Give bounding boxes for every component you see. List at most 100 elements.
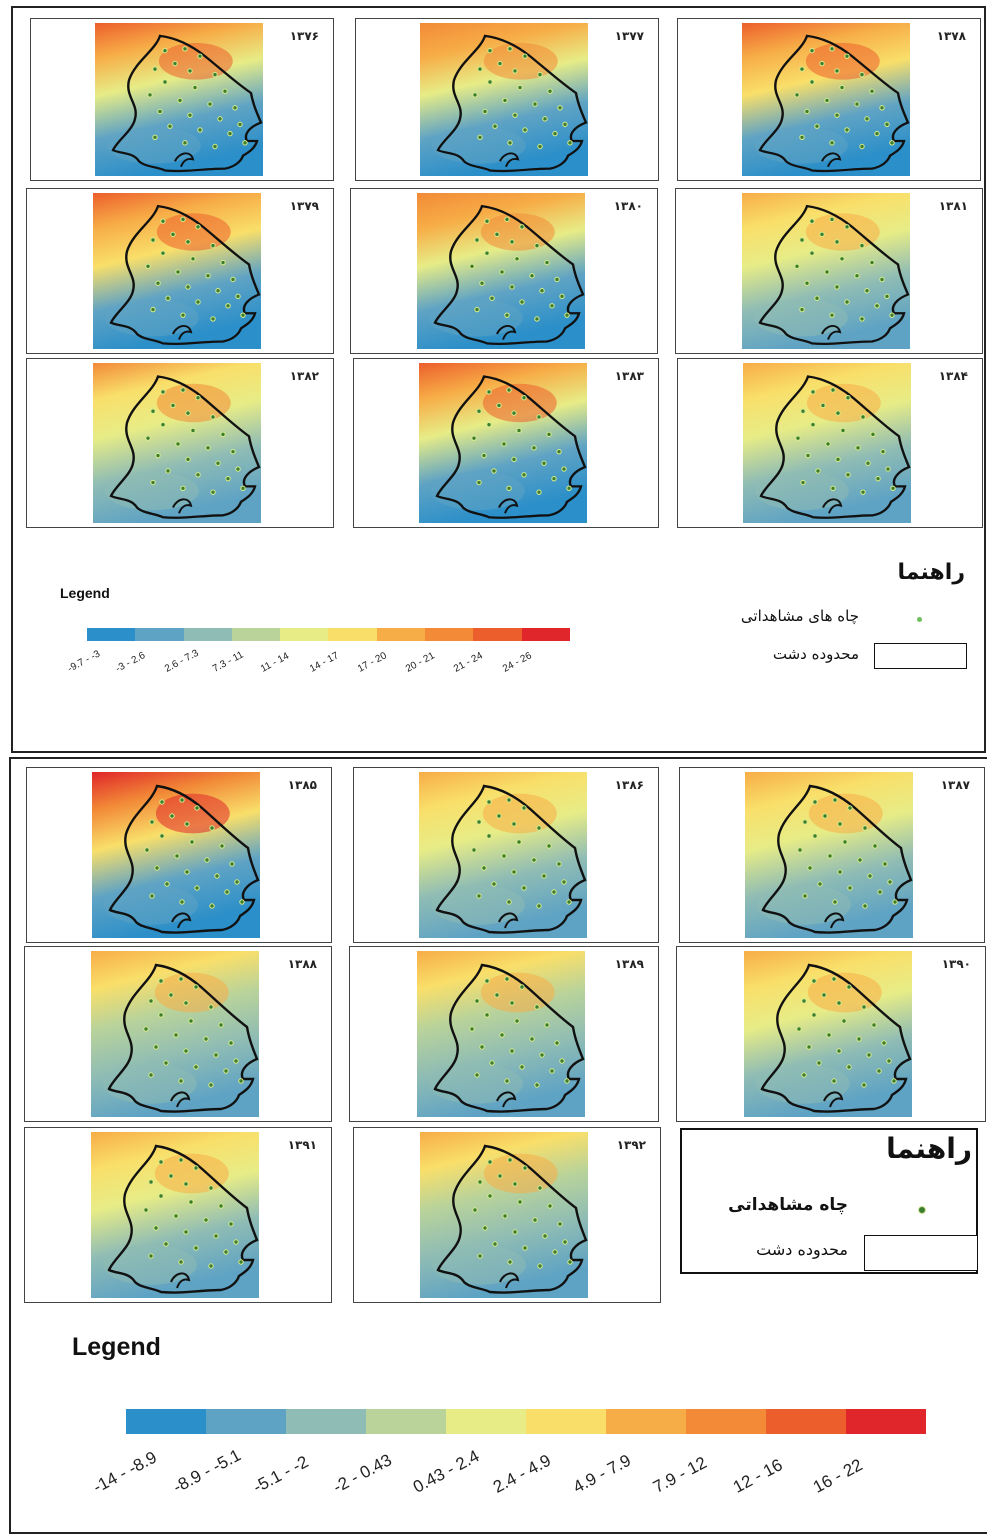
well-point <box>517 1199 523 1205</box>
well-point <box>482 108 488 115</box>
well-point <box>195 299 201 305</box>
plain-boundary <box>435 784 587 934</box>
well-point <box>537 1185 543 1191</box>
well-point <box>469 263 475 270</box>
map-year-label: ۱۳۸۳ <box>614 369 644 383</box>
well-point <box>215 460 221 466</box>
well-point <box>190 256 196 262</box>
well-point <box>812 833 818 839</box>
well-point <box>880 448 886 455</box>
well-point <box>522 53 528 59</box>
well-point <box>559 293 565 300</box>
well-point <box>173 1213 179 1219</box>
well-point <box>160 250 166 256</box>
plain-boundary <box>436 34 588 173</box>
well-point <box>183 1181 189 1187</box>
well-point <box>502 97 508 104</box>
well-point <box>884 121 890 128</box>
well-point <box>208 1004 214 1010</box>
well-point <box>209 903 215 909</box>
well-point <box>841 1018 847 1024</box>
well-point <box>877 889 883 895</box>
bottom-legend-title: Legend <box>72 1333 161 1361</box>
well-point <box>539 1052 545 1058</box>
well-point <box>195 472 201 478</box>
plain-boundary <box>759 375 911 519</box>
well-point <box>824 97 830 104</box>
well-point <box>208 1082 214 1088</box>
interpolated-map <box>420 23 588 176</box>
legend-swatch-7 <box>376 628 426 641</box>
well-point <box>237 121 243 128</box>
well-point <box>811 978 817 984</box>
plain-boundary <box>758 204 910 345</box>
well-point <box>150 408 156 414</box>
well-point <box>150 237 156 243</box>
bottom-legend-color-bar <box>126 1409 926 1434</box>
plain-boundary <box>111 34 263 173</box>
well-point <box>219 843 225 849</box>
well-point <box>489 1060 495 1066</box>
well-point <box>154 865 160 871</box>
well-point <box>866 1052 872 1058</box>
well-point <box>862 903 868 909</box>
well-point <box>836 1048 842 1054</box>
well-point <box>185 239 191 245</box>
well-point <box>212 71 218 78</box>
well-point <box>532 1217 538 1223</box>
well-point <box>188 1199 194 1205</box>
top-key-boundary-swatch <box>874 643 967 669</box>
map-year-label: ۱۳۸۰ <box>613 199 643 213</box>
well-point <box>228 1221 234 1227</box>
map-year-label: ۱۳۸۶ <box>614 778 644 792</box>
well-point <box>516 427 522 434</box>
well-point <box>487 1193 493 1199</box>
well-point <box>802 893 808 899</box>
well-point <box>148 1072 154 1078</box>
well-point <box>228 1040 234 1046</box>
legend-swatch-8 <box>425 628 474 641</box>
well-point <box>826 1032 832 1038</box>
well-point <box>153 1044 159 1050</box>
map-year-label: ۱۳۸۵ <box>287 778 317 792</box>
well-point <box>537 1263 543 1269</box>
well-point <box>874 303 880 309</box>
legend-swatch-2 <box>135 628 184 641</box>
well-point <box>837 869 843 875</box>
well-point <box>472 1207 478 1213</box>
well-point <box>185 284 191 290</box>
well-point <box>163 1241 169 1247</box>
well-point <box>471 847 477 853</box>
well-point <box>222 88 228 94</box>
well-point <box>557 105 563 111</box>
well-point <box>208 1263 214 1269</box>
well-point <box>869 259 875 266</box>
well-point <box>180 485 186 492</box>
well-point <box>844 53 850 59</box>
well-point <box>159 799 165 805</box>
legend-swatch-6 <box>328 628 377 641</box>
legend-swatch-4 <box>366 1409 446 1434</box>
well-point <box>844 299 850 305</box>
well-point <box>797 847 803 853</box>
well-point <box>564 1078 570 1084</box>
well-point <box>829 216 835 223</box>
well-point <box>887 879 893 885</box>
map-frame-bottom-3: ۱۳۸۷ <box>679 767 985 943</box>
well-point <box>874 130 880 137</box>
well-point <box>542 116 548 122</box>
well-point <box>809 79 815 85</box>
well-point <box>501 853 507 859</box>
well-point <box>872 843 878 849</box>
well-point <box>225 475 231 482</box>
well-point <box>175 441 181 447</box>
well-point <box>210 489 216 495</box>
well-point <box>854 101 860 107</box>
interpolated-map <box>744 951 912 1117</box>
well-point <box>890 485 896 492</box>
well-point <box>830 485 836 492</box>
well-point <box>150 306 156 313</box>
map-frame-bottom-7: ۱۳۹۱ <box>24 1127 332 1303</box>
well-point <box>829 46 835 52</box>
well-point <box>205 445 211 451</box>
